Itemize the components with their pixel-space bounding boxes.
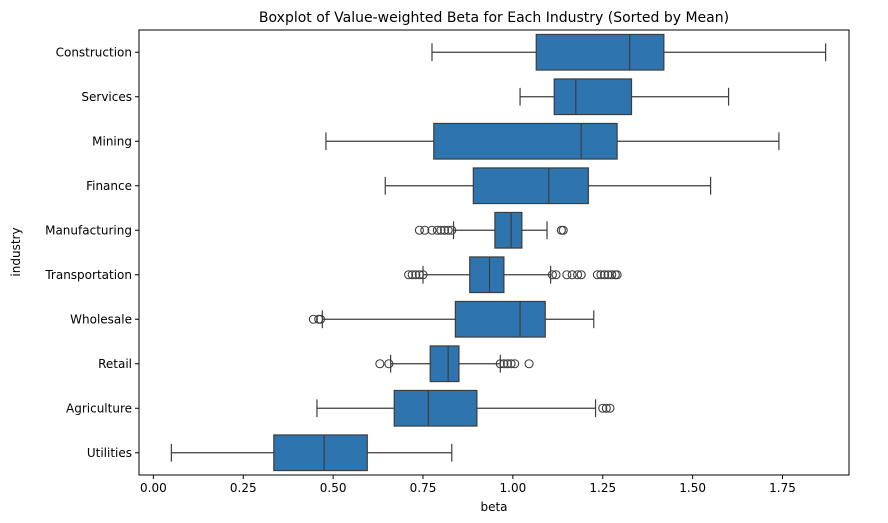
- y-tick-label-retail: Retail: [98, 357, 132, 371]
- outlier-transportation: [547, 270, 557, 280]
- box-mining: [433, 122, 618, 160]
- outlier-manufacturing: [436, 225, 446, 235]
- outlier-retail: [524, 359, 534, 369]
- outlier-manufacturing: [443, 225, 453, 235]
- x-tick-label: 0.25: [230, 481, 257, 495]
- x-tick-label: 0.75: [410, 481, 437, 495]
- outlier-wholesale: [315, 314, 326, 324]
- box-group-finance: [384, 167, 712, 205]
- outlier-retail: [384, 359, 394, 369]
- x-tick-label: 1.25: [589, 481, 616, 495]
- outlier-retail: [495, 359, 505, 369]
- y-tick-label-manufacturing: Manufacturing: [45, 223, 132, 237]
- outlier-manufacturing: [427, 225, 437, 235]
- outlier-agriculture: [598, 403, 608, 413]
- outlier-transportation: [411, 270, 421, 280]
- outlier-agriculture: [601, 403, 611, 413]
- box-group-mining: [325, 122, 780, 160]
- outlier-transportation: [573, 270, 583, 280]
- outlier-transportation: [603, 270, 613, 280]
- box-group-construction: [431, 33, 827, 71]
- box-construction: [535, 33, 665, 71]
- box-group-services: [519, 78, 730, 116]
- box-group-utilities: [170, 434, 453, 472]
- outlier-transportation: [599, 270, 610, 280]
- outlier-transportation: [562, 270, 572, 280]
- x-tick-label: 1.50: [679, 481, 706, 495]
- outlier-retail: [499, 359, 509, 369]
- outlier-transportation: [418, 270, 428, 280]
- outlier-manufacturing: [440, 225, 450, 235]
- y-tick-label-agriculture: Agriculture: [66, 401, 132, 415]
- x-tick-label: 1.75: [769, 481, 796, 495]
- y-tick-label-construction: Construction: [56, 45, 132, 59]
- box-wholesale: [454, 300, 546, 338]
- box-group-retail: [375, 345, 534, 383]
- box-services: [553, 78, 633, 116]
- y-tick-label-utilities: Utilities: [87, 446, 132, 460]
- outlier-transportation: [551, 270, 561, 280]
- outlier-retail: [502, 359, 513, 369]
- outlier-agriculture: [605, 403, 615, 413]
- box-group-transportation: [404, 256, 622, 294]
- x-axis-label: beta: [480, 500, 507, 514]
- plot-frame: [138, 29, 850, 476]
- y-axis-label: industry: [9, 227, 23, 276]
- outlier-transportation: [596, 270, 606, 280]
- box-manufacturing: [494, 211, 523, 249]
- outlier-transportation: [612, 270, 622, 280]
- x-tick-label: 0.00: [140, 481, 167, 495]
- outlier-transportation: [576, 270, 586, 280]
- box-utilities: [273, 434, 368, 472]
- outlier-retail: [506, 359, 516, 369]
- outlier-manufacturing: [432, 225, 442, 235]
- y-tick-label-mining: Mining: [92, 134, 132, 148]
- box-agriculture: [393, 389, 478, 427]
- outlier-wholesale: [308, 314, 318, 324]
- x-tick-label: 1.00: [500, 481, 527, 495]
- outlier-transportation: [407, 270, 417, 280]
- plot-area: [170, 33, 827, 472]
- outlier-manufacturing: [558, 225, 568, 235]
- outlier-retail: [510, 359, 520, 369]
- chart-title: Boxplot of Value-weighted Beta for Each …: [259, 10, 729, 26]
- outlier-manufacturing: [420, 225, 430, 235]
- box-group-manufacturing: [414, 211, 568, 249]
- y-tick-label-transportation: Transportation: [44, 268, 132, 282]
- y-tick-label-wholesale: Wholesale: [70, 312, 132, 326]
- outlier-manufacturing: [447, 225, 457, 235]
- y-tick-label-finance: Finance: [86, 179, 132, 193]
- box-group-agriculture: [316, 389, 615, 427]
- box-group-wholesale: [308, 300, 595, 338]
- box-retail: [429, 345, 460, 383]
- y-tick-label-services: Services: [81, 90, 132, 104]
- outlier-retail: [375, 359, 385, 369]
- box-transportation: [469, 256, 505, 294]
- outlier-transportation: [567, 270, 577, 280]
- outlier-transportation: [414, 270, 424, 280]
- box-finance: [472, 167, 589, 205]
- x-axis: 0.00 0.25 0.50 0.75 1.00 1.25 1.50 1.75: [140, 475, 796, 495]
- outlier-manufacturing: [414, 225, 424, 235]
- outlier-transportation: [592, 270, 602, 280]
- outlier-transportation: [404, 270, 414, 280]
- y-axis: Construction Services Mining Finance Manufac…: [44, 45, 139, 460]
- x-tick-label: 0.50: [320, 481, 347, 495]
- outlier-transportation: [607, 270, 617, 280]
